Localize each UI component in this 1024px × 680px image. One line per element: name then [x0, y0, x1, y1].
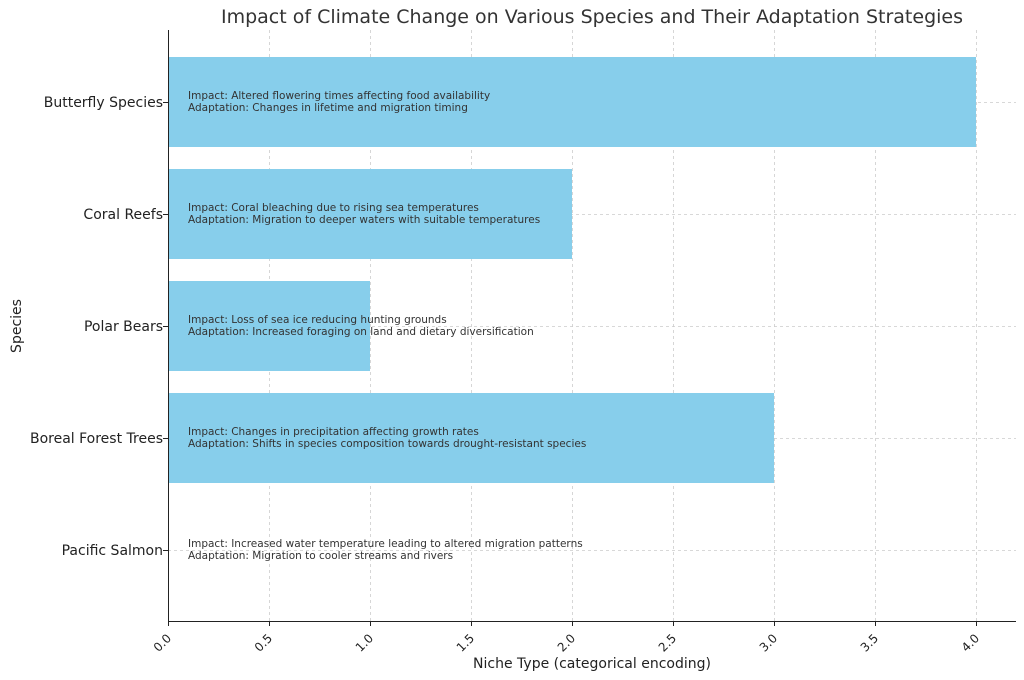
x-tick-label: 4.0: [959, 631, 982, 654]
x-tick-label: 1.5: [454, 631, 477, 654]
bar: [168, 281, 370, 371]
x-axis-label: Niche Type (categorical encoding): [473, 656, 711, 672]
adaptation-annotation: Adaptation: Shifts in species compositio…: [188, 438, 586, 450]
bar: [168, 57, 976, 147]
category-label: Butterfly Species: [44, 95, 163, 111]
category-label: Pacific Salmon: [62, 543, 163, 559]
x-tick-label: 2.5: [656, 631, 679, 654]
chart-title: Impact of Climate Change on Various Spec…: [221, 6, 963, 28]
adaptation-annotation: Adaptation: Migration to deeper waters w…: [188, 214, 540, 226]
impact-annotation: Impact: Altered flowering times affectin…: [188, 90, 490, 102]
x-tick-label: 2.0: [555, 631, 578, 654]
category-label: Polar Bears: [84, 319, 163, 335]
x-tick-label: 3.5: [858, 631, 881, 654]
x-tick-label: 0.5: [252, 631, 275, 654]
impact-annotation: Impact: Loss of sea ice reducing hunting…: [188, 314, 447, 326]
bar-layer: [168, 57, 976, 483]
category-label: Coral Reefs: [83, 207, 163, 223]
y-axis-label: Species: [9, 299, 25, 353]
adaptation-annotation: Adaptation: Migration to cooler streams …: [188, 550, 453, 562]
label-layer: Impact of Climate Change on Various Spec…: [9, 6, 963, 672]
x-tick-label: 3.0: [757, 631, 780, 654]
impact-annotation: Impact: Changes in precipitation affecti…: [188, 426, 479, 438]
category-label: Boreal Forest Trees: [30, 431, 163, 447]
x-tick-label: 0.0: [151, 631, 174, 654]
bar: [168, 169, 572, 259]
bar: [168, 393, 774, 483]
x-tick-label: 1.0: [353, 631, 376, 654]
annotation-layer: Impact: Altered flowering times affectin…: [188, 90, 586, 562]
adaptation-annotation: Adaptation: Changes in lifetime and migr…: [188, 102, 468, 114]
impact-annotation: Impact: Coral bleaching due to rising se…: [188, 202, 479, 214]
impact-annotation: Impact: Increased water temperature lead…: [188, 538, 583, 550]
adaptation-annotation: Adaptation: Increased foraging on land a…: [188, 326, 534, 338]
